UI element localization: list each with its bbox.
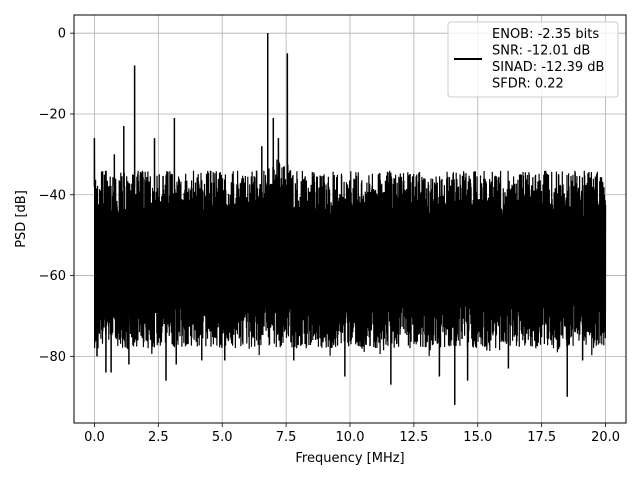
y-tick-label: 0: [58, 27, 66, 42]
legend-snr: SNR: -12.01 dB: [492, 44, 590, 59]
x-tick-label: 20.0: [591, 430, 620, 445]
x-tick-label: 12.5: [399, 430, 428, 445]
legend: ENOB: -2.35 bits SNR: -12.01 dB SINAD: -…: [447, 21, 619, 98]
y-tick-label: −20: [39, 107, 66, 122]
x-tick-label: 15.0: [463, 430, 492, 445]
y-tick-label: −40: [39, 188, 66, 203]
psd-trace: [93, 33, 607, 405]
y-axis-label: PSD [dB]: [14, 190, 29, 248]
y-tick-label: −80: [39, 350, 66, 365]
legend-enob: ENOB: -2.35 bits: [492, 27, 599, 42]
x-tick-label: 17.5: [527, 430, 556, 445]
axis-ticks: 0.0 2.5 5.0 7.5 10.0 12.5 15.0 17.5 20.0 0 −20 −40 −…: [39, 27, 620, 445]
x-tick-label: 0.0: [84, 430, 105, 445]
legend-sfdr: SFDR: 0.22: [492, 77, 564, 92]
legend-box: [447, 21, 619, 98]
x-tick-label: 2.5: [148, 430, 169, 445]
x-tick-label: 5.0: [212, 430, 233, 445]
legend-sinad: SINAD: -12.39 dB: [492, 60, 604, 75]
psd-line: [93, 33, 607, 405]
y-tick-label: −60: [39, 269, 66, 284]
x-axis-label: Frequency [MHz]: [295, 451, 404, 466]
x-tick-label: 10.0: [336, 430, 365, 445]
x-tick-label: 7.5: [276, 430, 297, 445]
